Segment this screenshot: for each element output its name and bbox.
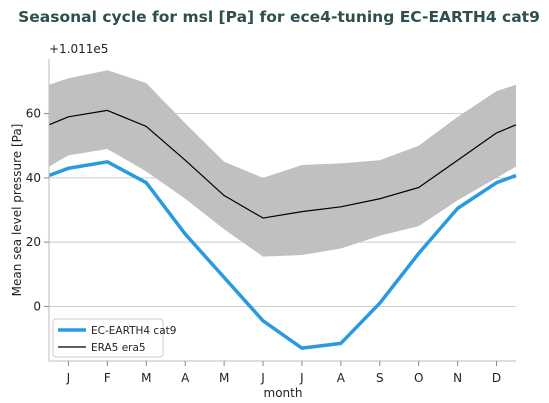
spread-band: [49, 70, 516, 257]
axes: [48, 59, 516, 362]
x-tick-label: A: [181, 371, 190, 385]
x-axis-label: month: [264, 386, 303, 400]
legend: EC-EARTH4 cat9 ERA5 era5: [52, 318, 176, 358]
x-tick-label: J: [66, 371, 71, 385]
y-axis-label: Mean sea level pressure [Pa]: [10, 124, 24, 297]
y-tick-label: 60: [26, 107, 41, 121]
tick-labels: 0 20 40 60 J F M A M J J A S O N D: [26, 107, 501, 385]
x-tick-label: M: [141, 371, 151, 385]
y-tick-label: 20: [26, 235, 41, 249]
y-offset-label: +1.011e5: [49, 42, 108, 56]
x-tick-label: D: [492, 371, 501, 385]
x-tick-label: J: [260, 371, 265, 385]
x-tick-label: N: [453, 371, 462, 385]
x-tick-label: O: [414, 371, 423, 385]
series-line-era5: [48, 109, 517, 219]
x-tick-label: F: [104, 371, 111, 385]
x-tick-label: M: [219, 371, 229, 385]
chart-title: Seasonal cycle for msl [Pa] for ece4-tun…: [18, 8, 540, 26]
legend-label-ec-earth4: EC-EARTH4 cat9: [91, 325, 176, 337]
lines-layer: [48, 109, 517, 350]
series-line-ec-earth4: [48, 160, 517, 350]
x-tick-label: A: [337, 371, 346, 385]
x-tick-label: J: [299, 371, 304, 385]
y-tick-label: 40: [26, 171, 41, 185]
band-layer: [49, 70, 516, 257]
y-tick-label: 0: [33, 299, 41, 313]
x-tick-label: S: [376, 371, 384, 385]
legend-label-era5: ERA5 era5: [91, 342, 146, 354]
